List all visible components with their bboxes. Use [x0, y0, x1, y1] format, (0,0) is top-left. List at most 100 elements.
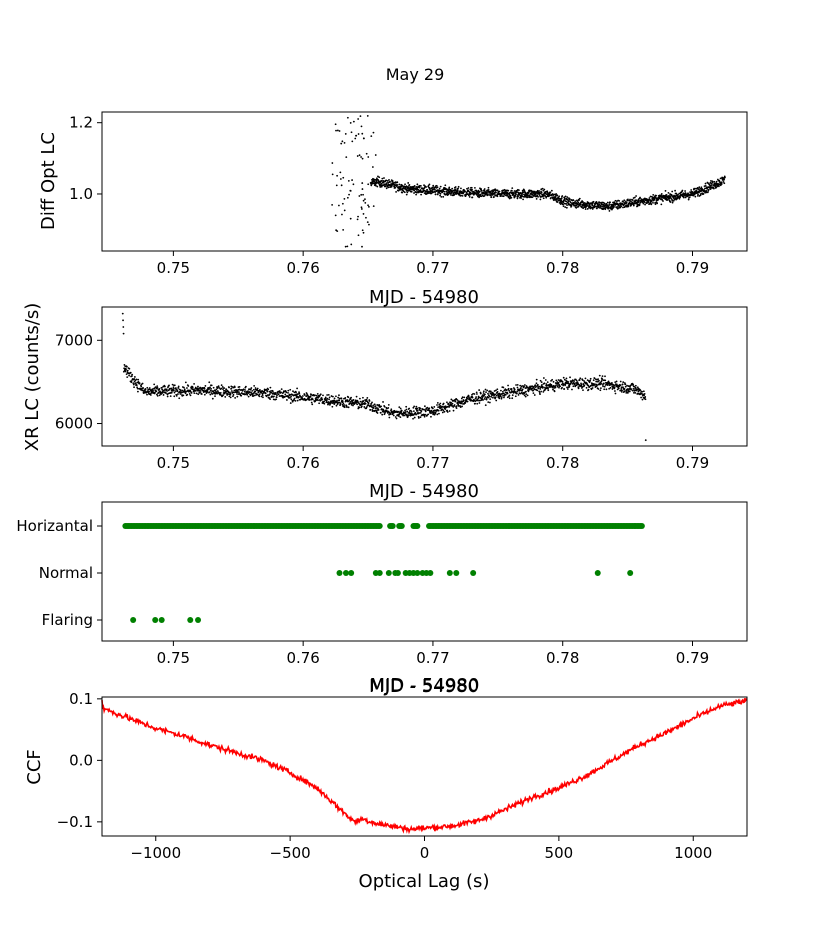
xray-point — [478, 389, 481, 391]
optical-point — [385, 187, 388, 190]
optical-point — [603, 202, 606, 205]
optical-point — [674, 189, 676, 192]
xray-point — [636, 392, 639, 395]
xray-point — [614, 392, 617, 395]
optical-point — [592, 200, 595, 203]
xray-point — [446, 405, 449, 408]
optical-point — [541, 187, 544, 190]
xray-point — [416, 407, 419, 410]
xray-point — [129, 371, 132, 374]
xray-point — [180, 391, 183, 394]
optical-point — [464, 190, 467, 193]
xray-point — [292, 390, 294, 393]
xray-point — [562, 384, 565, 387]
optical-x-axis-label: MJD - 54980 — [369, 287, 479, 308]
xray-point — [487, 401, 490, 404]
xray-point — [250, 391, 253, 394]
optical-point — [340, 184, 343, 187]
xray-point — [446, 409, 449, 412]
xray-point — [309, 395, 312, 398]
optical-point — [549, 191, 552, 194]
optical-point — [492, 196, 495, 198]
xray-point — [303, 394, 306, 396]
optical-point — [342, 229, 345, 231]
optical-point — [347, 180, 350, 182]
optical-point — [354, 137, 357, 140]
optical-point — [586, 208, 589, 210]
xray-point — [403, 414, 406, 417]
optical-point — [720, 181, 723, 184]
optical-point — [653, 198, 656, 201]
xray-point — [400, 409, 403, 412]
optical-point — [445, 190, 448, 193]
xray-point — [168, 384, 170, 387]
xray-point — [448, 410, 451, 412]
optical-point — [542, 197, 545, 200]
xray-point — [305, 398, 308, 401]
optical-point — [660, 193, 663, 195]
optical-point — [335, 129, 337, 132]
optical-point — [419, 185, 422, 187]
xray-point — [230, 387, 233, 390]
xray-point — [490, 391, 492, 393]
xray-point — [382, 401, 384, 403]
optical-point — [578, 197, 581, 200]
xray-point — [153, 387, 156, 390]
xray-point — [527, 390, 530, 393]
xray-point — [124, 370, 127, 373]
optical-point — [360, 193, 363, 196]
optical-point — [466, 187, 468, 190]
optical-point — [383, 183, 386, 186]
xray-point — [399, 407, 402, 410]
optical-point — [607, 206, 610, 209]
xray-point — [614, 390, 616, 392]
xray-point — [186, 393, 189, 396]
xray-point — [538, 385, 541, 388]
optical-point — [496, 189, 499, 192]
xray-point — [189, 389, 192, 392]
xray-point — [481, 396, 484, 399]
optical-point — [482, 191, 485, 194]
optical-point — [338, 130, 341, 132]
optical-point — [444, 184, 447, 187]
xray-point — [552, 380, 555, 383]
x-tick-label: 0.76 — [286, 454, 319, 472]
optical-point — [334, 214, 337, 217]
optical-point — [341, 213, 343, 216]
xray-point — [162, 394, 165, 396]
optical-point — [358, 154, 361, 157]
xray-point — [269, 398, 272, 401]
optical-point — [516, 197, 519, 200]
xray-point — [486, 389, 489, 392]
xray-point — [497, 394, 500, 397]
xray-point — [179, 389, 182, 392]
optical-point — [707, 188, 710, 191]
xray-point — [203, 389, 205, 392]
xray-point — [547, 387, 549, 390]
xray-point — [524, 387, 527, 389]
xray-point — [620, 390, 623, 393]
xray-point — [600, 380, 603, 383]
xray-point — [489, 398, 492, 401]
xray-point — [183, 388, 186, 391]
xray-point — [603, 385, 606, 388]
optical-point — [652, 201, 654, 204]
xray-point — [515, 392, 518, 395]
xray-point — [320, 396, 323, 399]
optical-point — [362, 213, 365, 215]
states-x-axis-label: MJD - 54980 — [369, 676, 479, 697]
optical-point — [398, 183, 401, 186]
xray-point — [633, 385, 636, 388]
xray-point — [430, 409, 433, 412]
xray-point — [539, 388, 542, 390]
x-tick-label: 0.76 — [286, 259, 319, 277]
y-tick-label: 6000 — [55, 415, 93, 433]
xray-point — [195, 392, 198, 395]
optical-point — [639, 196, 641, 199]
xray-point — [331, 405, 334, 408]
xray-point — [417, 417, 420, 419]
xray-point — [476, 402, 479, 405]
optical-point — [512, 193, 515, 196]
xray-point — [130, 380, 133, 382]
xray-point — [137, 378, 140, 381]
